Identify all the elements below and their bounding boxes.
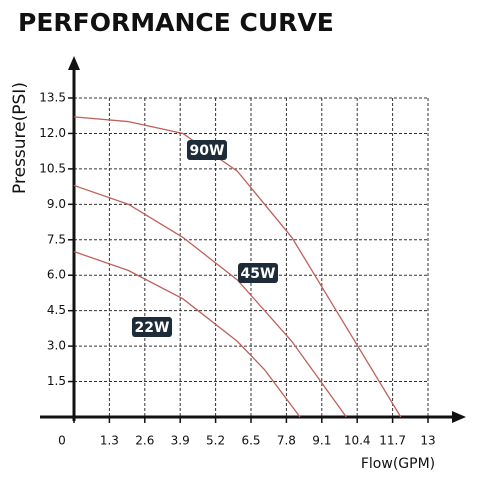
- y-tick-label: 7.5: [47, 232, 66, 246]
- series-label: 90W: [190, 143, 225, 159]
- curve: [73, 184, 347, 418]
- series-label-box: [238, 263, 278, 283]
- y-tick-label: 13.5: [39, 91, 66, 105]
- x-tick-label: 1.3: [100, 434, 119, 448]
- x-tick-label: 11.7: [379, 434, 406, 448]
- y-axis-label: Pressure(PSI): [10, 82, 30, 194]
- curve: [73, 250, 301, 418]
- x-tick-label: 5.2: [206, 434, 225, 448]
- y-tick-label: 12.0: [39, 126, 66, 140]
- x-tick-label: 2.6: [135, 434, 154, 448]
- series-label-box: [187, 140, 227, 160]
- y-tick-label: 1.5: [47, 374, 66, 388]
- chart-title: PERFORMANCE CURVE: [18, 8, 334, 37]
- x-tick-label: 6.5: [241, 434, 260, 448]
- series-label: 22W: [135, 320, 170, 336]
- y-tick-label: 10.5: [39, 161, 66, 175]
- x-tick-label: 3.9: [171, 434, 190, 448]
- x-tick-label: 0: [58, 434, 66, 448]
- x-tick-label: 7.8: [277, 434, 296, 448]
- series-label: 45W: [241, 266, 276, 282]
- x-tick-label: 9.1: [312, 434, 331, 448]
- x-axis-arrow: [452, 411, 466, 423]
- x-tick-label: 10.4: [344, 434, 371, 448]
- y-tick-label: 4.5: [47, 303, 66, 317]
- y-axis-arrow: [68, 56, 80, 70]
- y-tick-label: 6.0: [47, 268, 66, 282]
- x-tick-label: 13: [420, 434, 435, 448]
- x-axis-label: Flow(GPM): [361, 456, 435, 472]
- curve: [73, 116, 402, 418]
- y-tick-label: 3.0: [47, 339, 66, 353]
- y-tick-label: 9.0: [47, 197, 66, 211]
- series-label-box: [132, 317, 172, 337]
